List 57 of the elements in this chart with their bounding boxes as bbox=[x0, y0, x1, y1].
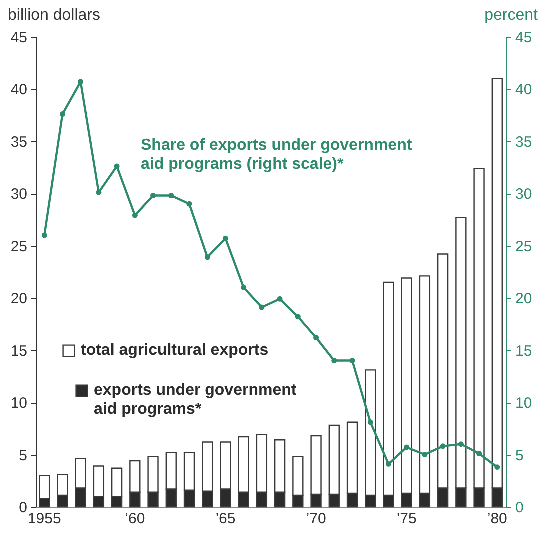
point bbox=[494, 464, 500, 470]
y-tick-label: 25 bbox=[10, 238, 28, 256]
x-tick-label: ’70 bbox=[306, 510, 326, 528]
y2-tick-label: 20 bbox=[516, 290, 532, 308]
y-tick-label: 10 bbox=[10, 395, 28, 412]
point bbox=[186, 201, 192, 207]
point bbox=[386, 461, 392, 467]
point bbox=[60, 112, 66, 118]
y-tick-label: 5 bbox=[19, 447, 28, 464]
point bbox=[277, 296, 283, 302]
point bbox=[222, 236, 228, 242]
point bbox=[350, 358, 356, 364]
y2-tick-label: 25 bbox=[516, 238, 532, 256]
point bbox=[295, 314, 301, 320]
y2-axis-title: percent bbox=[484, 7, 539, 24]
point bbox=[332, 358, 338, 364]
legend-label: total agricultural exports bbox=[81, 342, 269, 359]
y2-tick-label: 30 bbox=[516, 186, 532, 204]
y2-tick-label: 0 bbox=[516, 500, 524, 516]
y2-tick-label: 40 bbox=[516, 82, 532, 99]
point bbox=[314, 335, 320, 341]
x-tick-label: ’80 bbox=[487, 510, 508, 528]
y-tick-label: 35 bbox=[10, 134, 28, 151]
y2-tick-label: 5 bbox=[516, 447, 524, 464]
x-tick-label: ’75 bbox=[396, 510, 417, 528]
point bbox=[241, 284, 247, 290]
y-tick-label: 30 bbox=[10, 186, 28, 204]
series-label: Share of exports under government aid programs (right scale)* bbox=[141, 137, 413, 173]
point bbox=[476, 451, 482, 456]
point bbox=[78, 79, 84, 85]
x-tick-label: ’60 bbox=[125, 510, 146, 528]
y-tick-label: 0 bbox=[19, 500, 28, 516]
point bbox=[458, 442, 464, 448]
y-tick-label: 45 bbox=[10, 30, 28, 46]
point bbox=[404, 444, 410, 450]
y-axis-title: billion dollars bbox=[8, 7, 100, 24]
point bbox=[96, 190, 102, 196]
point bbox=[422, 452, 428, 458]
y-tick-label: 20 bbox=[10, 290, 28, 308]
point bbox=[132, 212, 138, 218]
point bbox=[168, 193, 174, 198]
y2-tick-label: 45 bbox=[516, 30, 532, 46]
legend-label: exports under government aid programs* bbox=[94, 382, 298, 418]
x-tick-label: 1955 bbox=[28, 510, 62, 528]
x-tick-label: ’65 bbox=[216, 510, 236, 528]
y2-tick-label: 35 bbox=[516, 134, 532, 151]
point bbox=[150, 193, 156, 198]
point bbox=[42, 232, 48, 238]
y-tick-label: 40 bbox=[10, 82, 28, 99]
point bbox=[114, 164, 120, 170]
point bbox=[204, 254, 210, 260]
y2-tick-label: 10 bbox=[516, 395, 532, 412]
y2-tick-label: 15 bbox=[516, 342, 532, 360]
y-tick-label: 15 bbox=[10, 342, 28, 360]
point bbox=[259, 304, 265, 310]
point bbox=[440, 444, 446, 450]
point bbox=[368, 420, 374, 426]
